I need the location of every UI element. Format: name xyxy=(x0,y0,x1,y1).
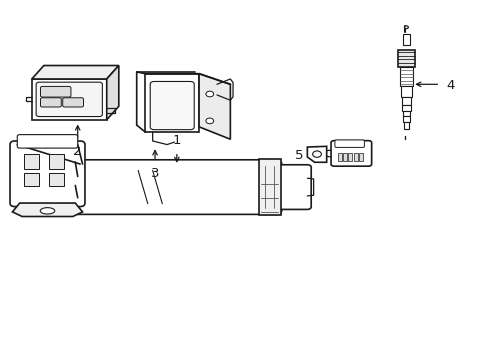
Circle shape xyxy=(404,26,407,29)
FancyBboxPatch shape xyxy=(72,160,281,215)
FancyBboxPatch shape xyxy=(36,82,102,117)
Bar xyxy=(49,172,64,186)
Bar xyxy=(401,98,410,105)
Polygon shape xyxy=(106,66,119,120)
Circle shape xyxy=(205,91,213,97)
Ellipse shape xyxy=(40,208,55,214)
Polygon shape xyxy=(145,74,199,132)
Bar xyxy=(402,111,409,116)
Circle shape xyxy=(312,151,321,157)
Bar xyxy=(358,153,362,161)
FancyBboxPatch shape xyxy=(330,141,371,166)
Text: 1: 1 xyxy=(172,134,181,147)
Bar xyxy=(23,154,39,169)
Bar xyxy=(353,153,357,161)
Bar xyxy=(337,153,341,161)
FancyBboxPatch shape xyxy=(150,81,194,130)
FancyBboxPatch shape xyxy=(41,98,61,107)
Bar xyxy=(402,105,410,111)
Text: 4: 4 xyxy=(446,78,454,91)
Bar xyxy=(399,67,412,86)
Text: 3: 3 xyxy=(150,167,159,180)
Bar xyxy=(49,154,64,169)
Bar xyxy=(23,172,39,186)
FancyBboxPatch shape xyxy=(41,86,71,97)
Bar xyxy=(397,50,414,67)
FancyBboxPatch shape xyxy=(334,140,364,147)
Bar xyxy=(402,34,409,45)
FancyBboxPatch shape xyxy=(62,98,83,107)
Polygon shape xyxy=(199,74,230,139)
Circle shape xyxy=(205,118,213,124)
Polygon shape xyxy=(32,79,106,120)
Bar xyxy=(403,122,408,129)
Bar xyxy=(400,86,411,98)
Bar xyxy=(259,159,280,215)
Bar xyxy=(348,153,351,161)
FancyBboxPatch shape xyxy=(17,135,78,148)
Polygon shape xyxy=(307,146,326,162)
Text: 5: 5 xyxy=(294,149,303,162)
Polygon shape xyxy=(12,203,82,216)
Polygon shape xyxy=(32,66,119,79)
Bar xyxy=(403,116,409,122)
FancyBboxPatch shape xyxy=(276,165,310,210)
Bar xyxy=(343,153,346,161)
FancyBboxPatch shape xyxy=(10,141,85,207)
Text: 2: 2 xyxy=(73,145,82,158)
